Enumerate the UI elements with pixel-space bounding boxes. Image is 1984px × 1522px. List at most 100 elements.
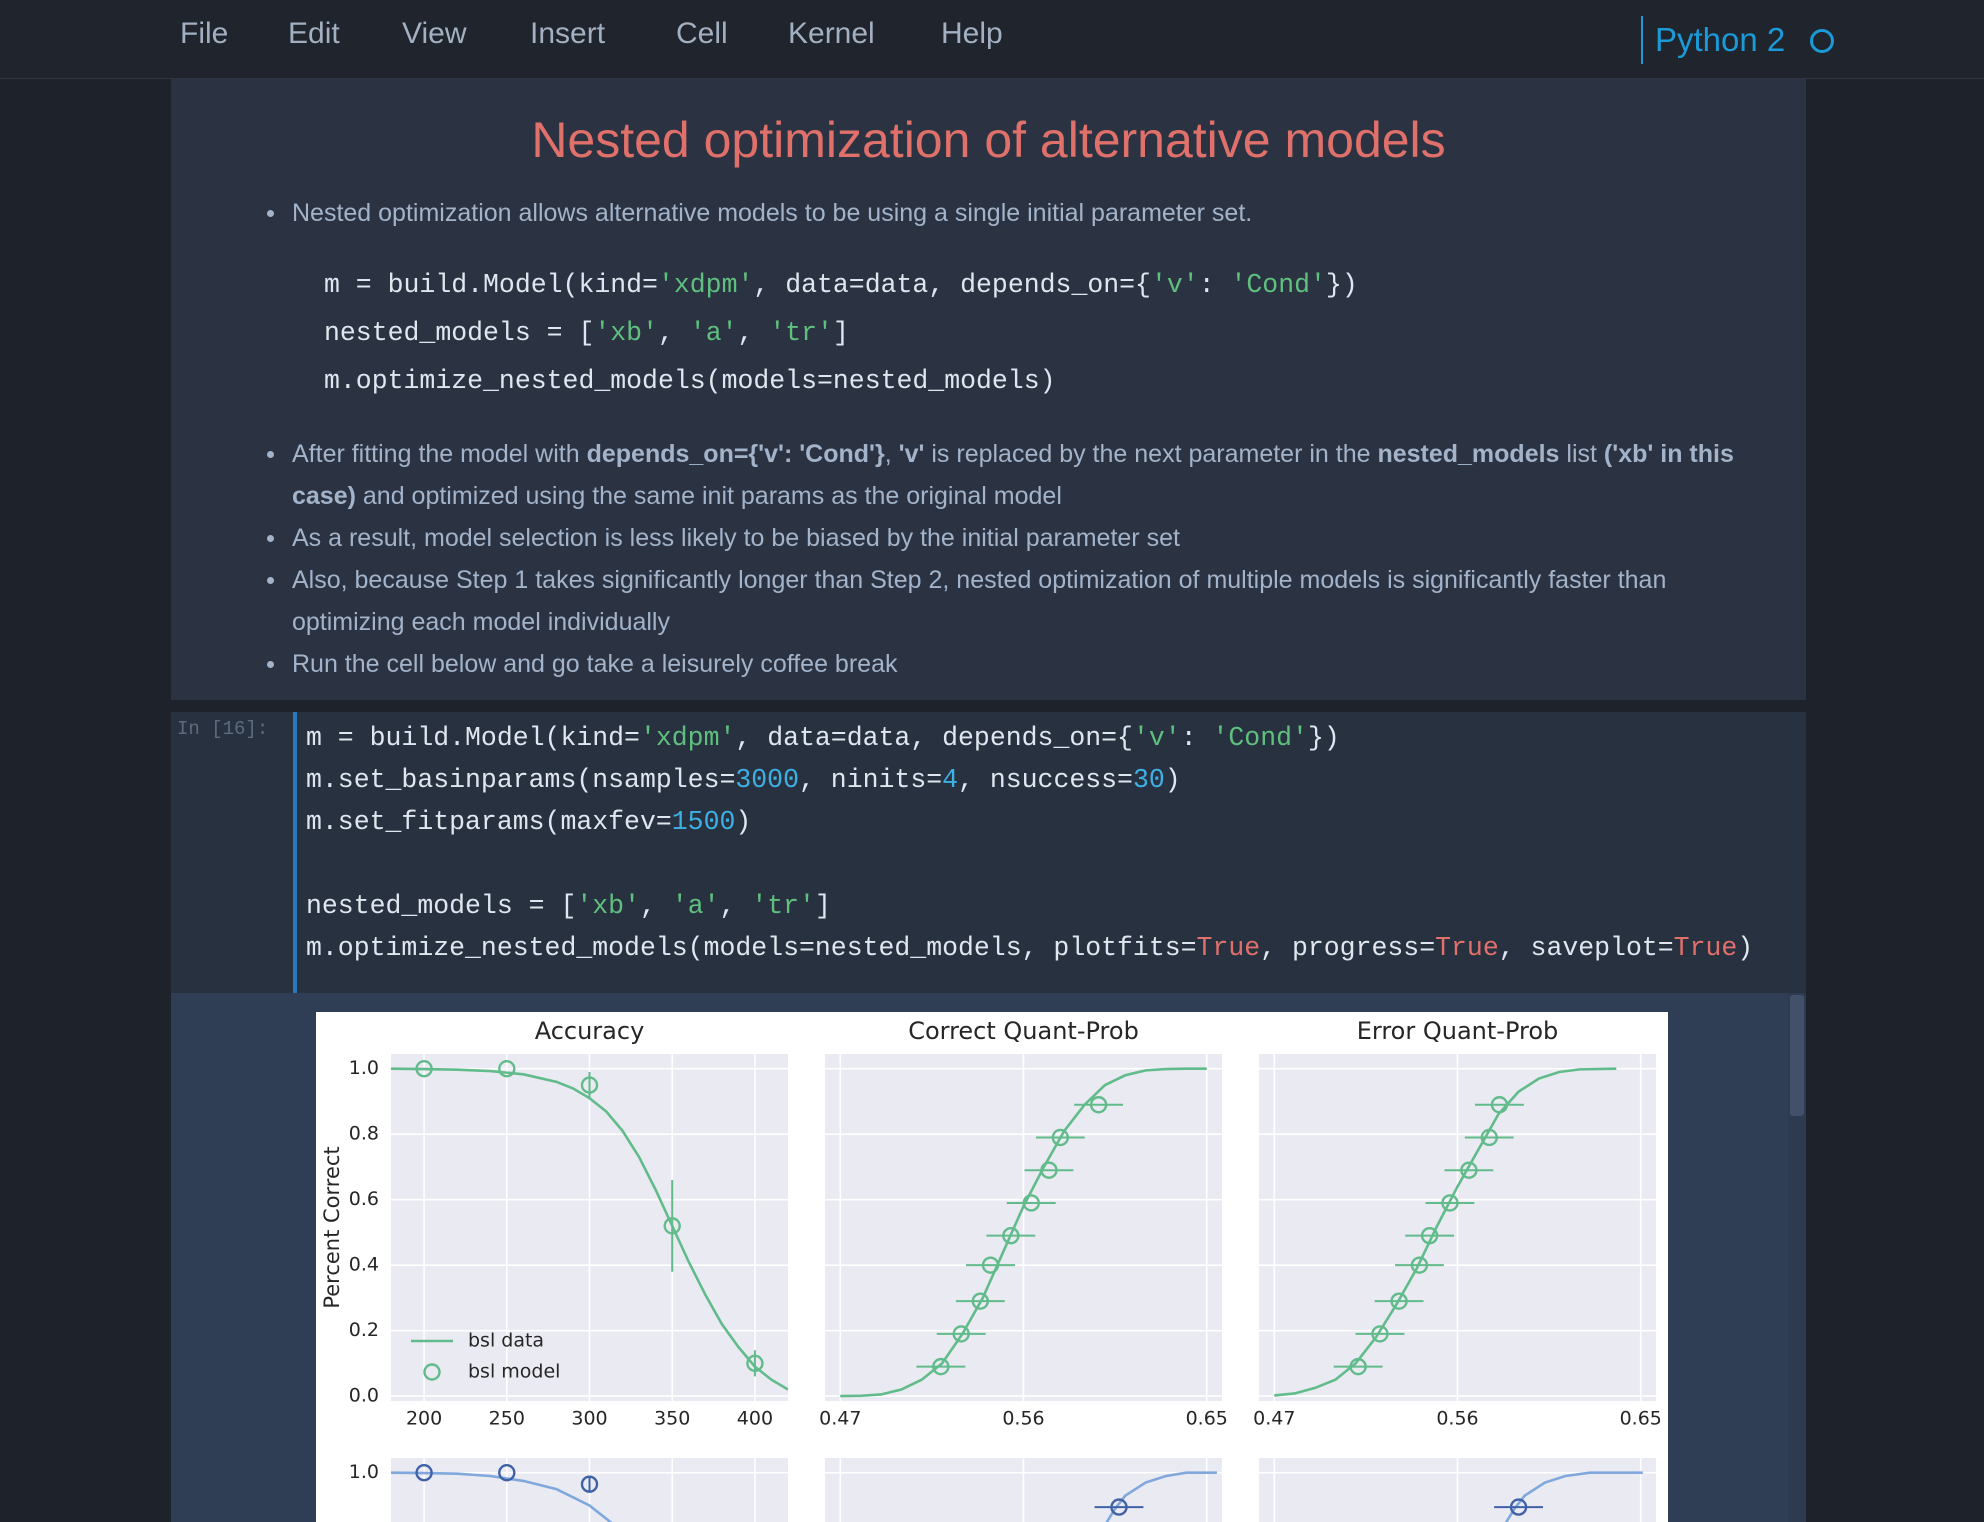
text-run: nested_models = [: [306, 891, 577, 921]
menu-bar: [0, 0, 1984, 79]
text-run: :: [1198, 270, 1231, 300]
marker: [580, 1076, 599, 1094]
marker: [1040, 1161, 1058, 1179]
code-line: m.optimize_nested_models(models=nested_m…: [306, 927, 1753, 969]
y-tick-label: 1.0: [349, 1057, 379, 1079]
menu-item[interactable]: Kernel: [788, 17, 875, 50]
code-token: 'a': [689, 318, 738, 348]
marker: [971, 1292, 990, 1310]
code-token: 30: [1132, 765, 1165, 795]
marker: [981, 1256, 1000, 1274]
menu-item[interactable]: File: [180, 17, 229, 50]
text-run: , data=data, depends_on={: [735, 723, 1133, 753]
code-token: True: [1196, 933, 1261, 963]
code-token: 'tr': [751, 891, 815, 921]
y-tick-label: 0.2: [349, 1319, 379, 1341]
code-line: nested_models = ['xb', 'a', 'tr']: [306, 885, 1753, 927]
text-run: Run the cell below and go take a leisure…: [292, 650, 898, 678]
kernel-name[interactable]: Python 2: [1655, 21, 1786, 58]
marker: [1490, 1096, 1509, 1114]
code-token: 'v': [1150, 270, 1199, 300]
code-cell[interactable]: [171, 712, 1806, 993]
marker: [1089, 1096, 1108, 1114]
menu-item[interactable]: View: [402, 17, 467, 50]
bold-text: depends_on={'v': 'Cond'}: [586, 440, 885, 468]
kernel-indicator: [1810, 29, 1834, 53]
bullet-item: After fitting the model with depends_on=…: [267, 433, 1747, 517]
code-token: 3000: [735, 765, 799, 795]
x-tick-label: 0.47: [1253, 1408, 1295, 1430]
plot-area: [1274, 1067, 1617, 1397]
text-run: After fitting the model with: [292, 440, 587, 468]
bullet-item: Run the cell below and go take a leisure…: [267, 643, 1747, 685]
fit-curve: [1105, 1471, 1217, 1522]
bullet-item: Nested optimization allows alternative m…: [267, 192, 1747, 234]
x-tick-label: 0.65: [1186, 1408, 1228, 1430]
fit-curve: [1274, 1067, 1617, 1397]
fit-curve: [391, 1471, 613, 1522]
kernel-separator: [1641, 16, 1643, 64]
y-axis-label: Percent Correct: [320, 1146, 344, 1308]
cell-border: [293, 712, 297, 993]
menu-item[interactable]: Cell: [676, 17, 728, 50]
code-token: 1500: [671, 807, 736, 837]
legend-label: bsl model: [468, 1361, 560, 1383]
x-tick-label: 0.56: [1002, 1408, 1044, 1430]
plot-area: [391, 1067, 788, 1391]
code-token: 'v': [1132, 723, 1181, 753]
marker: [1480, 1128, 1498, 1147]
marker: [1420, 1226, 1439, 1245]
menu-item[interactable]: Insert: [530, 17, 606, 50]
code-token: 'xb': [576, 891, 640, 921]
marker: [1022, 1194, 1040, 1212]
text-run: m.optimize_nested_models(models=nested_m…: [324, 366, 1056, 396]
code-token: 'xb': [594, 318, 658, 348]
x-tick-label: 0.56: [1436, 1408, 1478, 1430]
text-run: Nested optimization allows alternative m…: [292, 199, 1253, 227]
text-run: ]: [814, 891, 831, 921]
y-tick-label: 0.8: [349, 1123, 379, 1145]
menu-item[interactable]: Help: [941, 17, 1003, 50]
figure: 0.0 0.2 0.4 0.6 0.8 1.0 200 250 300 350 400 Accurac…: [316, 1012, 1668, 1522]
text-run: , progress=: [1260, 933, 1436, 963]
marker: [1371, 1325, 1389, 1343]
code-token: 'xdpm': [657, 270, 754, 300]
scrollbar-track[interactable]: [1788, 993, 1806, 1522]
bold-text: nested_models: [1377, 440, 1560, 468]
marker: [663, 1217, 681, 1235]
text-run: ): [1737, 933, 1754, 963]
axes-title: Error Quant-Prob: [1357, 1017, 1559, 1045]
y-tick-label: 0.0: [349, 1385, 379, 1407]
text-run: ,: [657, 318, 690, 348]
code-line: m.set_basinparams(nsamples=3000, ninits=…: [306, 759, 1753, 801]
text-run: and optimized using the same init params…: [355, 482, 1062, 510]
code-line: m = build.Model(kind='xdpm', data=data, …: [324, 261, 1358, 309]
x-tick-label: 0.65: [1620, 1408, 1662, 1430]
text-run: , data=data, depends_on={: [753, 270, 1151, 300]
text-run: , ninits=: [799, 765, 943, 795]
bullet-list: Nested optimization allows alternative m…: [267, 192, 1747, 234]
text-run: :: [1180, 723, 1213, 753]
menu-item[interactable]: Edit: [288, 17, 340, 50]
text-run: ): [1164, 765, 1181, 795]
y-tick-label: 0.4: [349, 1254, 379, 1276]
bullet-item: As a result, model selection is less lik…: [267, 517, 1747, 559]
text-run: ,: [737, 318, 770, 348]
plot-area: [1504, 1471, 1643, 1522]
text-run: , saveplot=: [1498, 933, 1674, 963]
code-block: m = build.Model(kind='xdpm', data=data, …: [306, 717, 1753, 843]
scrollbar-thumb[interactable]: [1790, 995, 1804, 1116]
code-token: 'Cond': [1212, 723, 1308, 753]
text-run: As a result, model selection is less lik…: [292, 524, 1180, 552]
code-token: 'Cond': [1230, 270, 1326, 300]
markdown-cell[interactable]: [171, 79, 1806, 700]
text-run: }): [1325, 270, 1358, 300]
marker: [1410, 1256, 1429, 1274]
code-line: m.optimize_nested_models(models=nested_m…: [324, 357, 1358, 405]
code-line: m = build.Model(kind='xdpm', data=data, …: [306, 717, 1753, 759]
code-token: 'tr': [769, 318, 833, 348]
marker: [932, 1357, 950, 1376]
marker: [1110, 1498, 1128, 1516]
text-run: ,: [639, 891, 672, 921]
